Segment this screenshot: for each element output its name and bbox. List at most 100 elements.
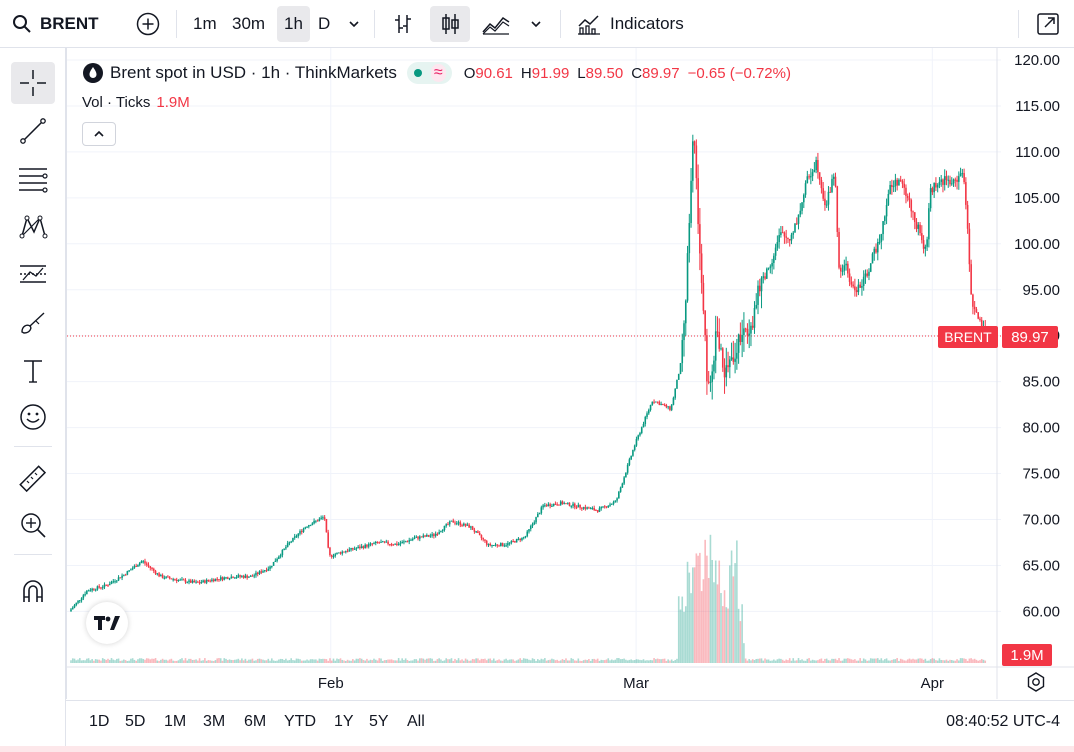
range-1y[interactable]: 1Y xyxy=(334,713,354,730)
symbol-search-button[interactable]: BRENT xyxy=(8,6,103,42)
volume-bar xyxy=(403,659,405,663)
area-chart-type-button[interactable] xyxy=(476,6,516,42)
volume-bar xyxy=(167,660,169,663)
volume-bar xyxy=(746,660,749,663)
volume-bar xyxy=(87,658,90,663)
volume-bar xyxy=(926,660,928,663)
volume-bar xyxy=(156,660,159,663)
candle-body xyxy=(345,551,347,553)
range-1m[interactable]: 1M xyxy=(164,713,187,730)
bottom-accent-strip xyxy=(0,746,1074,752)
candle-body xyxy=(847,263,849,274)
candle-body xyxy=(457,522,460,524)
compare-symbol-button[interactable] xyxy=(128,6,168,42)
timeframe-1m[interactable]: 1m xyxy=(193,14,217,33)
volume-bar xyxy=(133,659,136,663)
candle-body xyxy=(746,328,749,336)
candle-body xyxy=(385,541,388,543)
timeframe-30m[interactable]: 30m xyxy=(232,14,266,33)
volume-bar xyxy=(734,563,736,663)
price-axis[interactable]: 120.00115.00110.00105.00100.0095.0090.00… xyxy=(996,48,1060,700)
range-3m[interactable]: 3M xyxy=(203,713,226,730)
pattern-tool[interactable] xyxy=(11,206,55,248)
fib-retracement-tool[interactable] xyxy=(11,158,55,200)
tradingview-logo[interactable] xyxy=(86,602,128,644)
chart-area[interactable]: 120.00115.00110.00105.00100.0095.0090.00… xyxy=(66,48,1074,700)
range-5y[interactable]: 5Y xyxy=(369,713,389,730)
candle-body xyxy=(591,508,594,510)
volume-bar xyxy=(318,658,321,663)
candle-body xyxy=(774,247,777,256)
candle-body xyxy=(892,186,895,188)
candle-body xyxy=(783,232,786,237)
bar-chart-type-button[interactable] xyxy=(383,6,423,42)
measure-tool[interactable] xyxy=(11,458,55,500)
candle-body xyxy=(950,183,953,185)
volume-bar xyxy=(420,658,423,663)
volume-bar xyxy=(810,660,812,663)
volume-bar xyxy=(537,659,539,663)
trend-line-tool[interactable] xyxy=(11,110,55,152)
volume-bar xyxy=(397,658,400,663)
text-tool[interactable] xyxy=(11,350,55,392)
indicators-button[interactable]: Indicators xyxy=(572,6,688,42)
candle-body xyxy=(295,536,298,538)
magnet-tool[interactable] xyxy=(11,570,55,612)
candles-chart-type-button[interactable] xyxy=(430,6,470,42)
volume-legend[interactable]: Vol · Ticks 1.9M xyxy=(82,94,190,111)
range-ytd[interactable]: YTD xyxy=(284,713,316,730)
fullscreen-button[interactable] xyxy=(1028,6,1068,42)
candle-body xyxy=(669,406,671,410)
volume-bar xyxy=(679,609,682,663)
volume-bar xyxy=(226,660,229,663)
time-axis[interactable]: Feb Mar Apr xyxy=(67,666,1074,692)
zoom-in-tool[interactable] xyxy=(11,504,55,546)
range-all[interactable]: All xyxy=(407,713,425,730)
volume-bar xyxy=(721,606,724,663)
volume-bar xyxy=(482,659,484,663)
volume-bar xyxy=(202,660,204,663)
timeframe-1h[interactable]: 1h xyxy=(277,6,310,42)
timeframe-d[interactable]: D xyxy=(318,14,331,33)
volume-bar xyxy=(163,659,166,663)
chart-type-dropdown-button[interactable] xyxy=(516,6,556,42)
volume-bar xyxy=(123,659,125,663)
candle-body xyxy=(558,504,560,506)
collapse-legend-button[interactable] xyxy=(82,122,116,146)
candle-body xyxy=(522,537,525,539)
candle-body xyxy=(448,521,451,525)
top-toolbar: BRENT 1m 30m 1h D Indicators xyxy=(0,0,1074,48)
volume-bar xyxy=(299,659,301,663)
price-chart[interactable]: 120.00115.00110.00105.00100.0095.0090.00… xyxy=(67,48,1074,700)
brush-tool[interactable] xyxy=(11,302,55,344)
volume-bar xyxy=(876,658,879,663)
chart-settings-button[interactable] xyxy=(1024,670,1048,694)
volume-bar xyxy=(114,660,116,663)
candle-body xyxy=(482,538,484,540)
market-status[interactable]: ≈ xyxy=(406,62,452,84)
timeframe-dropdown-button[interactable] xyxy=(334,6,374,42)
prediction-tool[interactable] xyxy=(11,254,55,296)
candle-body xyxy=(283,548,285,550)
volume-bar xyxy=(438,658,440,663)
volume-bar xyxy=(404,658,407,663)
volume-bar xyxy=(857,660,860,663)
volume-bar xyxy=(288,659,291,663)
candle-body xyxy=(544,505,546,507)
candle-body xyxy=(355,548,358,550)
candle-body xyxy=(182,579,185,581)
crosshair-tool[interactable] xyxy=(11,62,55,104)
range-6m[interactable]: 6M xyxy=(244,713,267,730)
candle-body xyxy=(473,529,476,532)
candle-body xyxy=(919,224,921,234)
emoji-tool[interactable] xyxy=(11,396,55,438)
candle-body xyxy=(376,541,379,543)
candle-body xyxy=(512,540,514,542)
clock-timezone[interactable]: 08:40:52 UTC-4 xyxy=(946,713,1060,730)
chart-title[interactable]: Brent spot in USD · 1h · ThinkMarkets xyxy=(110,63,397,82)
volume-bar xyxy=(720,593,722,663)
volume-bar xyxy=(663,658,666,663)
toolbar-divider xyxy=(374,10,375,38)
range-1d[interactable]: 1D xyxy=(89,713,110,730)
range-5d[interactable]: 5D xyxy=(125,713,146,730)
